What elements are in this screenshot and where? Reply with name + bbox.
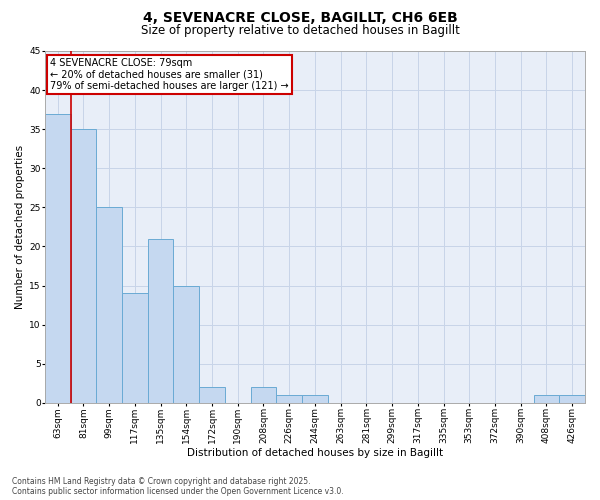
Text: 4, SEVENACRE CLOSE, BAGILLT, CH6 6EB: 4, SEVENACRE CLOSE, BAGILLT, CH6 6EB [143,11,457,25]
Y-axis label: Number of detached properties: Number of detached properties [15,145,25,309]
Bar [559,395,585,403]
Bar [533,395,559,403]
Bar [45,114,71,403]
Bar [71,129,96,403]
Bar [199,387,225,403]
X-axis label: Distribution of detached houses by size in Bagillt: Distribution of detached houses by size … [187,448,443,458]
Bar [302,395,328,403]
Text: 4 SEVENACRE CLOSE: 79sqm
← 20% of detached houses are smaller (31)
79% of semi-d: 4 SEVENACRE CLOSE: 79sqm ← 20% of detach… [50,58,289,91]
Bar [122,294,148,403]
Text: Size of property relative to detached houses in Bagillt: Size of property relative to detached ho… [140,24,460,37]
Bar [251,387,277,403]
Bar [96,208,122,403]
Bar [277,395,302,403]
Bar [173,286,199,403]
Text: Contains HM Land Registry data © Crown copyright and database right 2025.
Contai: Contains HM Land Registry data © Crown c… [12,476,344,496]
Bar [148,238,173,403]
